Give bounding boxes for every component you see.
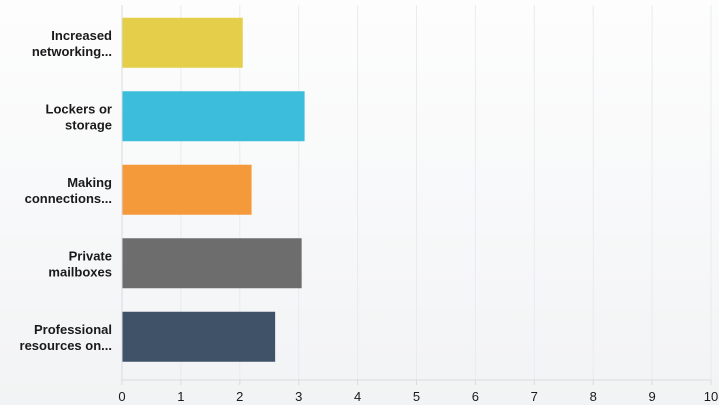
category-label: Making connections... xyxy=(25,175,112,206)
x-tick-label: 7 xyxy=(531,389,538,404)
x-tick-label: 2 xyxy=(236,389,243,404)
bar xyxy=(122,238,302,289)
x-tick-label: 8 xyxy=(590,389,597,404)
x-tick-label: 1 xyxy=(177,389,184,404)
x-tick-label: 9 xyxy=(648,389,655,404)
bar xyxy=(122,164,252,215)
x-tick-label: 0 xyxy=(118,389,125,404)
bar xyxy=(122,17,243,68)
x-tick-label: 3 xyxy=(295,389,302,404)
bar xyxy=(122,91,305,142)
x-axis: 0 1 2 3 4 5 6 7 8 9 10 xyxy=(118,5,718,404)
category-label: Private mailboxes xyxy=(48,248,112,279)
category-label: Professional resources on... xyxy=(20,322,112,353)
x-tick-label: 6 xyxy=(472,389,479,404)
x-tick-label: 4 xyxy=(354,389,361,404)
category-label: Lockers or storage xyxy=(46,101,112,132)
category-labels: Increased networking... Lockers or storage M… xyxy=(20,28,113,353)
category-label: Increased networking... xyxy=(32,28,112,59)
bar xyxy=(122,311,276,362)
x-tick-label: 10 xyxy=(704,389,718,404)
bars xyxy=(122,17,305,362)
x-tick-label: 5 xyxy=(413,389,420,404)
